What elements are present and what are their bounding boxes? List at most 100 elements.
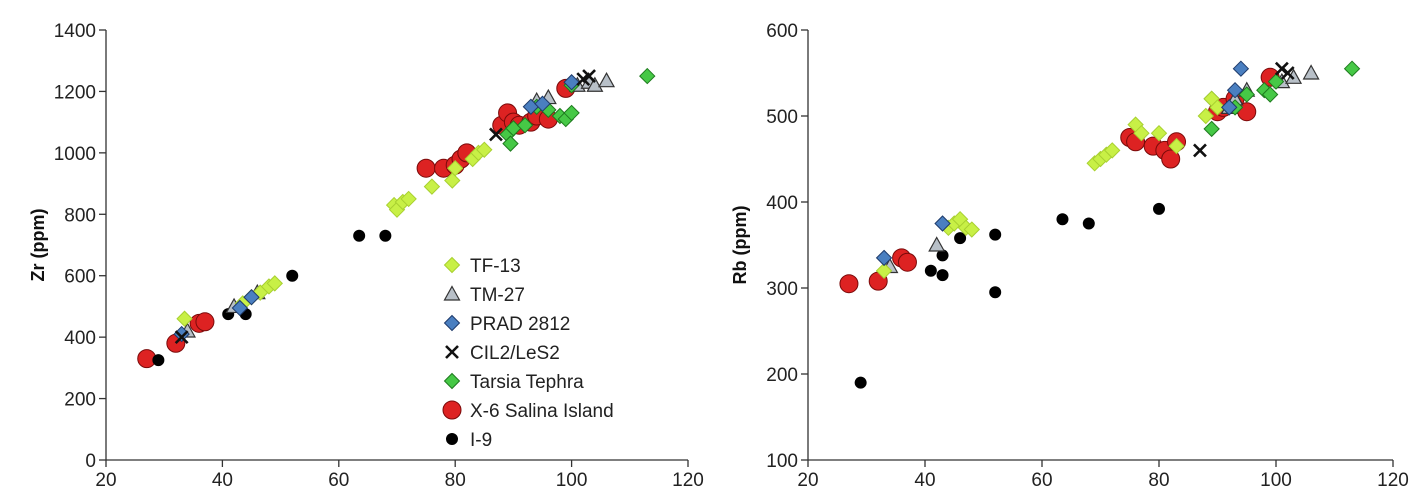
rb-series-i-9 xyxy=(854,202,1165,389)
rb-x-tick-label: 20 xyxy=(797,470,818,491)
rb-point-prad-2812 xyxy=(1232,60,1250,77)
zr-point-tf-13 xyxy=(476,141,493,158)
legend-label: X-6 Salina Island xyxy=(470,401,614,422)
zr-point-tf-13 xyxy=(400,190,417,208)
zr-point-tf-13 xyxy=(176,310,193,327)
legend-item-i-9: I-9 xyxy=(446,430,492,451)
rb-point-i-9 xyxy=(854,376,867,389)
rb-y-tick-label: 100 xyxy=(766,451,798,472)
zr-series-cil2-les2 xyxy=(174,69,596,345)
legend-marker-cil2-les2 xyxy=(445,345,459,359)
rb-point-tarsia-tephra xyxy=(1343,60,1361,77)
zr-point-tm-27 xyxy=(586,76,604,92)
rb-point-tarsia-tephra xyxy=(1203,120,1220,138)
legend-marker-tm-27 xyxy=(443,285,461,301)
rb-x-tick-label: 40 xyxy=(914,470,935,491)
legend-label: Tarsia Tephra xyxy=(470,372,584,393)
legend-item-x-6-salina-island: X-6 Salina Island xyxy=(442,400,614,422)
rb-x-tick-label: 60 xyxy=(1031,470,1052,491)
legend-item-tm-27: TM-27 xyxy=(443,285,525,306)
rb-point-x-6-salina-island xyxy=(839,274,859,294)
legend-label: I-9 xyxy=(470,430,492,451)
legend-label: CIL2/LeS2 xyxy=(470,343,560,364)
zr-y-tick-label: 600 xyxy=(64,267,96,288)
legend-marker-tf-13 xyxy=(443,256,461,274)
zr-point-tf-13 xyxy=(266,275,283,292)
rb-point-cil2-les2 xyxy=(1193,143,1207,158)
zr-point-i-9 xyxy=(286,269,299,282)
rb-point-i-9 xyxy=(936,269,949,282)
zr-point-i-9 xyxy=(152,354,165,367)
rb-point-i-9 xyxy=(1153,202,1165,215)
zr-point-tarsia-tephra xyxy=(502,135,519,152)
rb-series-prad-2812 xyxy=(875,60,1250,267)
zr-point-x-6-salina-island xyxy=(195,312,215,332)
rb-point-cil2-les2 xyxy=(1280,66,1295,80)
zr-series-tf-13 xyxy=(176,141,493,327)
legend-label: PRAD 2812 xyxy=(470,314,570,335)
rb-x-tick-label: 80 xyxy=(1148,470,1169,491)
zr-point-tarsia-tephra xyxy=(639,67,656,85)
zr-x-tick-label: 120 xyxy=(672,470,704,491)
zr-series-prad-2812 xyxy=(173,74,580,343)
rb-point-i-9 xyxy=(989,228,1002,241)
rb-point-tf-13 xyxy=(963,221,981,238)
rb-point-x-6-salina-island xyxy=(1161,149,1181,169)
rb-point-tf-13 xyxy=(1133,124,1150,142)
zr-point-tm-27 xyxy=(598,71,616,88)
zr-series-i-9 xyxy=(152,229,392,367)
rb-y-axis-label: Rb (ppm) xyxy=(730,206,750,285)
legend: TF-13 TM-27 PRAD 2812 CIL2/LeS2 Tarsia Tephr… xyxy=(442,256,614,451)
zr-x-tick-label: 60 xyxy=(328,470,349,491)
rb-point-tm-27 xyxy=(1302,64,1320,80)
zr-point-cil2-les2 xyxy=(582,69,596,83)
rb-point-tm-27 xyxy=(928,236,946,252)
zr-point-tarsia-tephra xyxy=(516,117,534,134)
rb-point-tf-13 xyxy=(1168,137,1185,155)
rb-point-tf-13 xyxy=(875,262,893,280)
zr-y-tick-label: 1400 xyxy=(54,21,96,42)
rb-point-i-9 xyxy=(1082,217,1095,230)
rb-series-tarsia-tephra xyxy=(1203,60,1361,138)
rb-point-prad-2812 xyxy=(875,249,893,267)
zr-point-cil2-les2 xyxy=(489,127,503,142)
rb-point-x-6-salina-island xyxy=(897,252,917,272)
zr-point-tarsia-tephra xyxy=(563,104,580,122)
rb-point-tf-13 xyxy=(1103,142,1121,159)
legend-marker-x-6-salina-island xyxy=(442,400,462,420)
rb-point-tf-13 xyxy=(1197,107,1215,125)
rb-scatter-panel: 100 200 300 400 500 600 20 40 60 80 100 120 Rb (ppm) xyxy=(730,21,1409,491)
zr-x-tick-label: 100 xyxy=(556,470,588,491)
zr-point-tf-13 xyxy=(446,160,464,177)
zr-y-tick-label: 1200 xyxy=(54,82,96,103)
legend-item-cil2-les2: CIL2/LeS2 xyxy=(445,343,560,364)
rb-point-prad-2812 xyxy=(934,215,951,232)
zr-y-tick-label: 200 xyxy=(64,390,96,411)
rb-point-tf-13 xyxy=(1150,124,1168,142)
zr-point-x-6-salina-island xyxy=(416,158,436,178)
rb-series-tm-27 xyxy=(881,64,1320,274)
zr-point-cil2-les2 xyxy=(174,330,189,345)
legend-item-tf-13: TF-13 xyxy=(443,256,521,277)
legend-item-tarsia-tephra: Tarsia Tephra xyxy=(443,372,584,393)
rb-y-tick-label: 200 xyxy=(766,365,798,386)
rb-point-i-9 xyxy=(954,232,967,245)
zr-y-tick-label: 800 xyxy=(64,205,96,226)
rb-y-tick-label: 400 xyxy=(766,193,798,214)
rb-point-tarsia-tephra xyxy=(1267,73,1285,90)
legend-label: TF-13 xyxy=(470,256,521,277)
zr-y-tick-label: 1000 xyxy=(54,144,96,165)
rb-point-i-9 xyxy=(989,286,1002,299)
zr-point-prad-2812 xyxy=(563,74,580,91)
rb-point-prad-2812 xyxy=(1220,99,1238,116)
zr-point-tf-13 xyxy=(444,172,461,189)
legend-marker-i-9 xyxy=(446,433,458,445)
legend-marker-prad-2812 xyxy=(443,314,461,332)
zr-scatter-panel: 0 200 400 600 800 1000 1200 1400 20 40 60 80 100 120 Z… xyxy=(28,21,704,491)
rb-series-cil2-les2 xyxy=(1193,61,1295,158)
zr-point-prad-2812 xyxy=(231,299,249,317)
zr-point-tf-13 xyxy=(423,178,441,195)
rb-point-tf-13 xyxy=(1209,99,1226,116)
rb-point-i-9 xyxy=(924,264,937,277)
